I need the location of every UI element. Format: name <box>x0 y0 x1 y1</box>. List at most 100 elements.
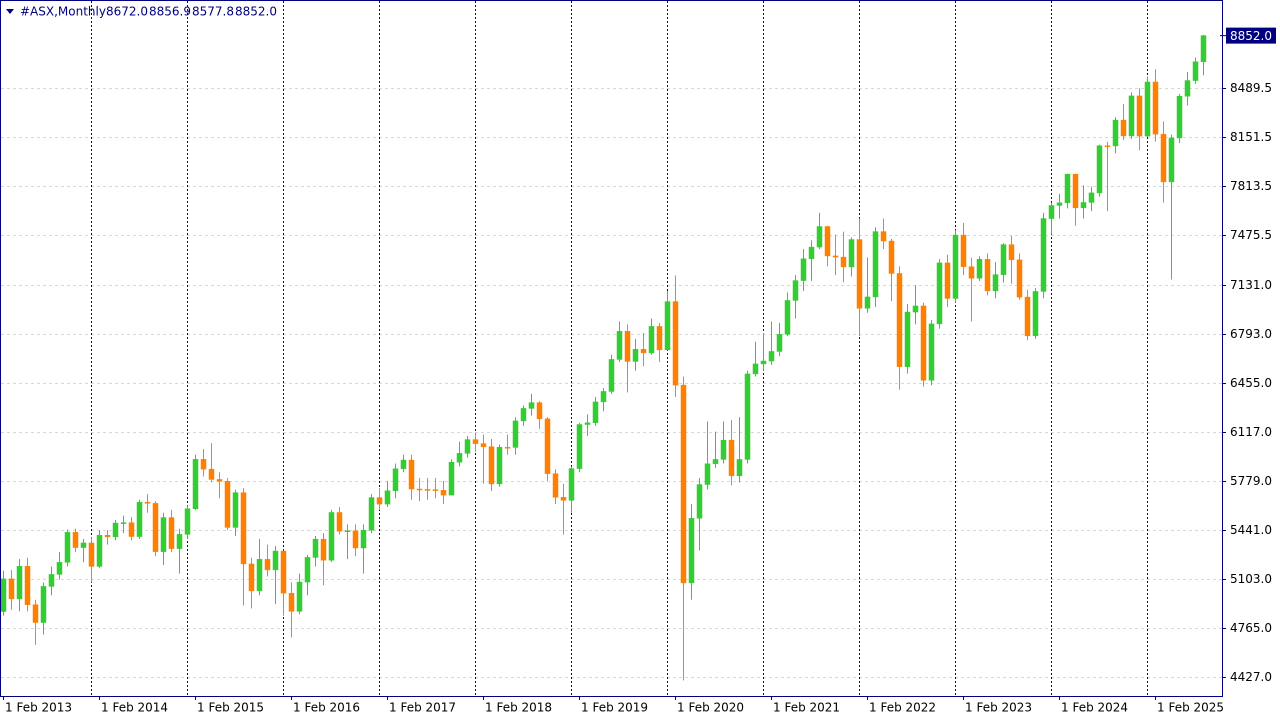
x-tick-label: 1 Feb 2023 <box>965 701 1032 715</box>
candle-body <box>528 402 535 409</box>
candle-body <box>16 566 23 600</box>
candle-body <box>776 334 783 352</box>
candle-body <box>640 349 647 354</box>
candle-body <box>1200 35 1207 62</box>
candle-body <box>1048 205 1055 219</box>
candle-body <box>520 408 527 422</box>
candle-body <box>768 351 775 362</box>
header-low: 8577.8 <box>192 5 234 19</box>
candle-body <box>544 418 551 474</box>
current-price-box <box>1226 27 1276 44</box>
y-tick-label: 4765.0 <box>1230 621 1272 635</box>
candle-body <box>72 532 79 548</box>
candle-body <box>144 501 151 504</box>
candle-body <box>904 311 911 367</box>
candle-body <box>208 468 215 480</box>
candle-body <box>608 359 615 392</box>
candle-body <box>856 239 863 309</box>
candle-body <box>1104 145 1111 148</box>
candle-body <box>264 559 271 571</box>
candle-body <box>200 459 207 470</box>
candle-body <box>1160 133 1167 183</box>
candle-body <box>576 424 583 469</box>
candle-body <box>280 550 287 594</box>
candle-body <box>312 538 319 558</box>
candle-body <box>448 461 455 496</box>
candle-body <box>1176 95 1183 139</box>
candle-body <box>1192 61 1199 81</box>
candle-body <box>920 305 927 381</box>
candle-body <box>1080 202 1087 209</box>
candle-body <box>464 439 471 454</box>
candle-body <box>672 301 679 386</box>
candle-body <box>408 459 415 490</box>
plot-frame <box>0 0 1223 697</box>
candle-body <box>1168 137 1175 183</box>
candle-body <box>328 512 335 561</box>
candle-body <box>688 518 695 584</box>
candle-body <box>1000 244 1007 275</box>
candle-body <box>632 349 639 362</box>
candle-body <box>288 592 295 612</box>
candle-body <box>104 535 111 538</box>
x-tick-label: 1 Feb 2018 <box>485 701 552 715</box>
candle-body <box>1032 291 1039 337</box>
menu-triangle[interactable] <box>6 9 14 14</box>
header-open: 8672.0 <box>106 5 148 19</box>
candle-body <box>512 420 519 448</box>
candle-body <box>712 459 719 465</box>
y-tick-label: 8151.5 <box>1230 130 1272 144</box>
y-tick-label: 7813.5 <box>1230 179 1272 193</box>
candle-body <box>880 231 887 242</box>
candle-body <box>1064 173 1071 203</box>
candle-body <box>1184 80 1191 97</box>
candle-body <box>440 490 447 496</box>
x-tick-label: 1 Feb 2020 <box>677 701 744 715</box>
candle-body <box>456 453 463 463</box>
candle-body <box>600 391 607 403</box>
candle-body <box>736 459 743 477</box>
y-tick-label: 4427.0 <box>1230 670 1272 684</box>
candle-body <box>8 578 15 600</box>
candle-body <box>352 530 359 549</box>
candle-body <box>536 402 543 420</box>
candle-body <box>704 463 711 485</box>
candle-body <box>952 234 959 299</box>
candle-body <box>744 373 751 460</box>
candle-body <box>416 488 423 491</box>
candle-body <box>872 231 879 298</box>
y-tick-label: 8489.5 <box>1230 81 1272 95</box>
x-tick-label: 1 Feb 2025 <box>1157 701 1224 715</box>
candle-body <box>112 522 119 538</box>
candle-body <box>480 443 487 447</box>
axes: 4427.0 4765.0 5103.0 5441.0 5779.0 6117.0 6455… <box>3 27 1276 715</box>
candle-body <box>760 360 767 365</box>
x-tick-label: 1 Feb 2014 <box>101 701 168 715</box>
candle-body <box>1096 145 1103 194</box>
candle-body <box>1128 95 1135 137</box>
candle-body <box>936 262 943 325</box>
candle-body <box>160 517 167 552</box>
candle-body <box>0 578 7 612</box>
candle-body <box>624 331 631 362</box>
candle-body <box>592 401 599 424</box>
x-tick-label: 1 Feb 2013 <box>5 701 72 715</box>
x-tick-label: 1 Feb 2024 <box>1061 701 1128 715</box>
y-tick-label: 5779.0 <box>1230 474 1272 488</box>
candle-body <box>808 246 815 259</box>
candle-body <box>296 581 303 612</box>
y-tick-label: 5441.0 <box>1230 523 1272 537</box>
candle-body <box>336 512 343 532</box>
candle-body <box>424 489 431 491</box>
candle-body <box>88 542 95 567</box>
candle-body <box>216 479 223 482</box>
candle-body <box>32 604 39 623</box>
candle-body <box>240 492 247 565</box>
x-tick-label: 1 Feb 2022 <box>869 701 936 715</box>
candle-body <box>432 489 439 491</box>
candle-body <box>1072 173 1079 209</box>
candle-body <box>232 492 239 528</box>
candle-body <box>752 363 759 375</box>
candle-body <box>1152 81 1159 135</box>
